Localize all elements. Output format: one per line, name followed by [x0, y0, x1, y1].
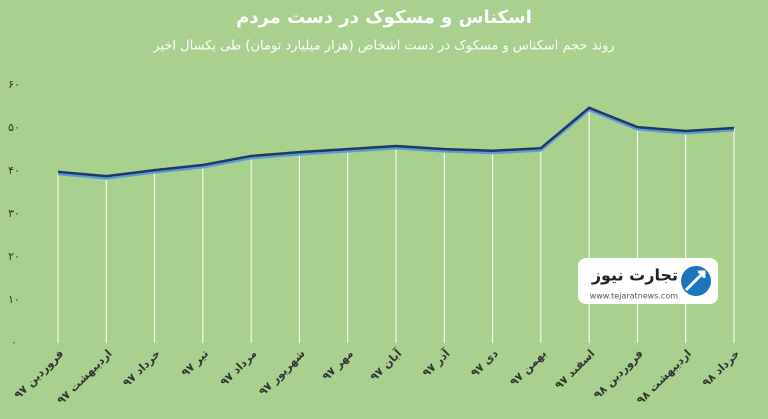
chart-subtitle: روند حجم اسکناس و مسکوک در دست اشخاص (هز… [152, 39, 614, 54]
y-tick-label: ۱۰ [8, 293, 20, 306]
line [57, 106, 735, 178]
logo-arrow [684, 270, 706, 292]
y-tick-label: ۴۰ [8, 164, 20, 177]
y-tick-label: ۲۰ [8, 250, 20, 263]
y-tick-label: ۵۰ [8, 121, 20, 134]
y-tick-label: ۳۰ [8, 207, 20, 220]
logo-name: تجارت نیوز [591, 266, 678, 285]
line-shadow [57, 108, 735, 180]
chart-title: اسکناس و مسکوک در دست مردم [236, 7, 532, 28]
y-tick-label: ۰ [11, 336, 17, 349]
logo-url: www.tejaratnews.com [590, 292, 678, 301]
logo: تجارت نیوز www.tejaratnews.com [578, 258, 718, 304]
y-tick-label: ۶۰ [8, 78, 20, 91]
logo-box [578, 258, 718, 304]
